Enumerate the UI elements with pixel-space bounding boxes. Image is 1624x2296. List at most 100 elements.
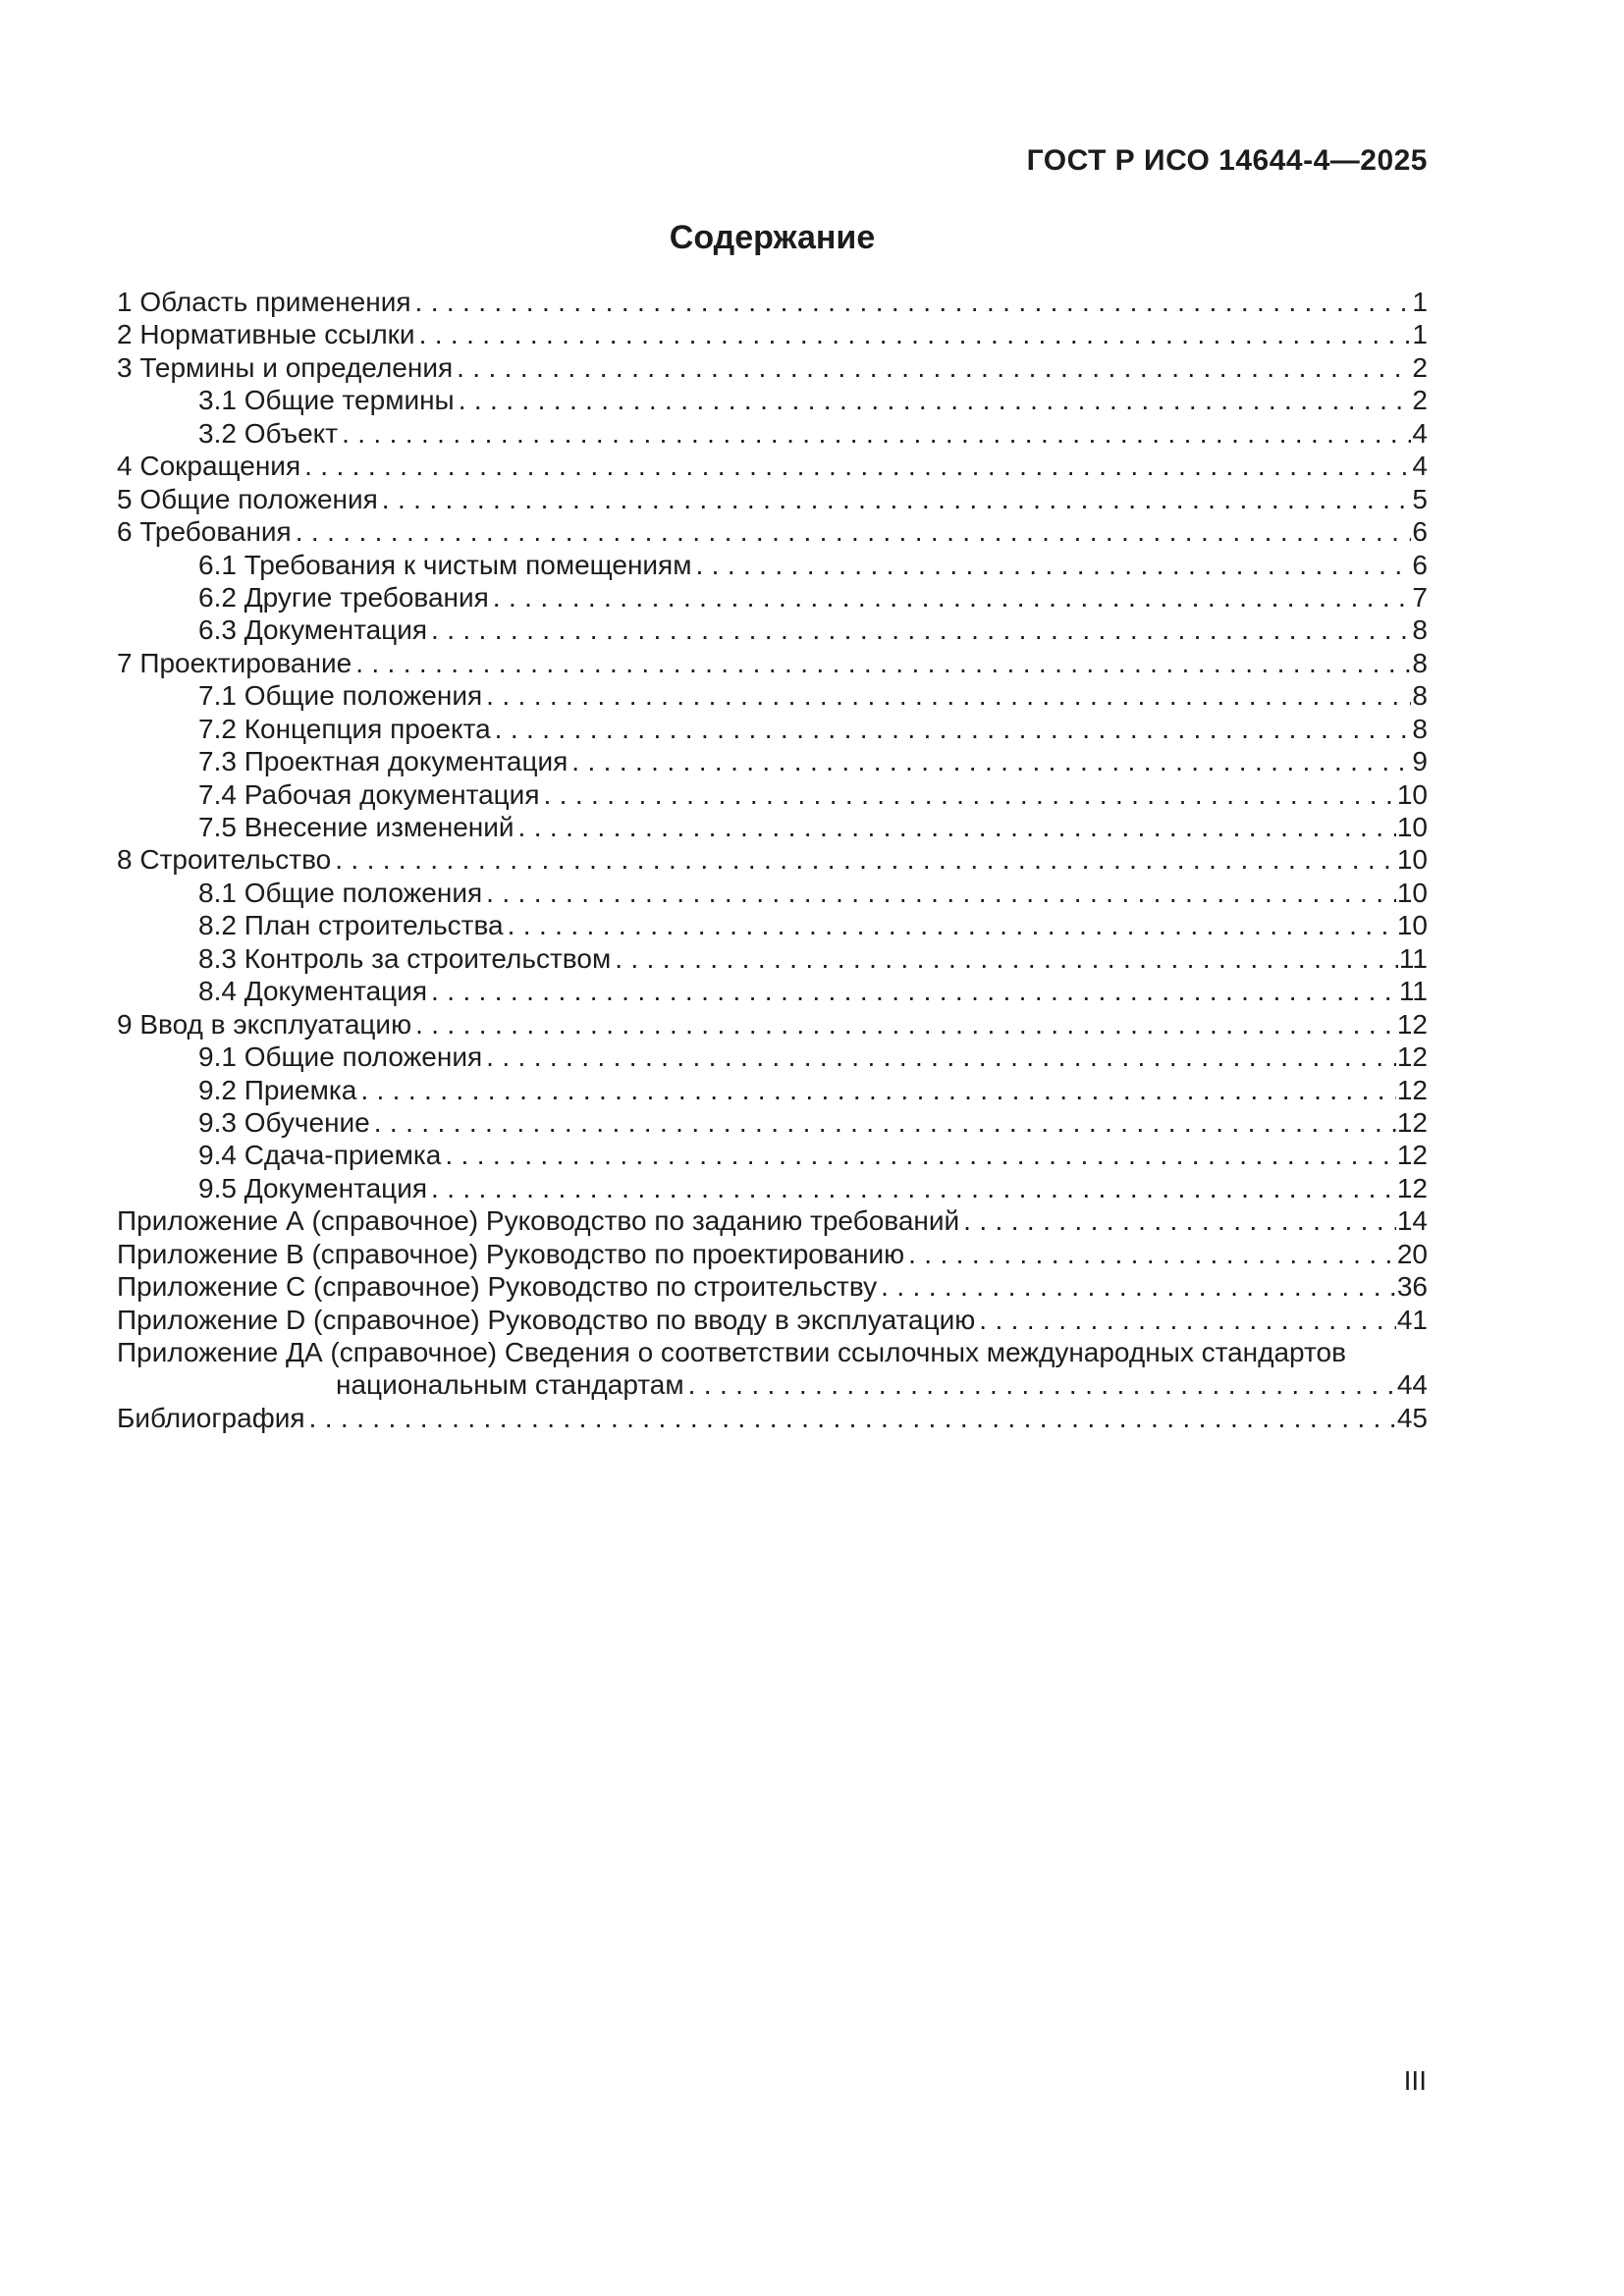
toc-entry: 3.1 Общие термины 2	[117, 384, 1428, 416]
toc-entry: 6.3 Документация 8	[117, 614, 1428, 646]
toc-leader-dots	[571, 745, 1411, 777]
toc-entry-page: 10	[1396, 877, 1428, 908]
toc-leader-dots	[979, 1304, 1396, 1336]
toc-leader-dots	[486, 679, 1411, 712]
toc-leader-dots	[304, 450, 1411, 482]
toc-entry: 1 Область применения 1	[117, 286, 1428, 318]
toc-leader-dots	[615, 942, 1398, 975]
toc-entry: национальным стандартам 44	[117, 1368, 1428, 1401]
toc-entry-page: 20	[1396, 1238, 1428, 1269]
toc-entry-label: 9.1 Общие положения	[198, 1041, 483, 1073]
toc-entry-page: 6	[1412, 549, 1428, 580]
toc-entry-page: 8	[1412, 647, 1428, 678]
toc-entry-page: 8	[1412, 614, 1428, 646]
toc-entry: 9.5 Документация 12	[117, 1172, 1428, 1204]
toc-entry-label: 7.5 Внесение изменений	[198, 812, 514, 842]
toc-entry: 7.2 Концепция проекта 8	[117, 713, 1428, 745]
toc-entry: 8.1 Общие положения 10	[117, 877, 1428, 909]
toc-entry-page: 12	[1396, 1106, 1428, 1138]
toc-entry-page: 45	[1396, 1402, 1428, 1433]
toc-leader-dots	[508, 909, 1396, 941]
toc-entry-label: 9.3 Обучение	[198, 1106, 370, 1138]
toc-entry-label: 9 Ввод в эксплуатацию	[117, 1008, 412, 1040]
toc-entry-page: 4	[1412, 417, 1428, 449]
toc-leader-dots	[543, 778, 1395, 811]
toc-entry-label: 4 Сокращения	[117, 451, 301, 482]
toc-leader-dots	[415, 286, 1412, 318]
toc-entry: 9 Ввод в эксплуатацию 12	[117, 1008, 1428, 1041]
toc-entry-page: 12	[1396, 1074, 1428, 1105]
toc-entry-page: 9	[1412, 746, 1428, 777]
toc-entry: Приложение В (справочное) Руководство по…	[117, 1238, 1428, 1270]
toc-entry-page: 10	[1396, 910, 1428, 941]
toc-entry-page: 10	[1396, 778, 1428, 810]
toc-entry-page: 10	[1396, 812, 1428, 842]
toc-entry-label: 8.4 Документация	[198, 976, 428, 1007]
toc-entry: Приложение D (справочное) Руководство по…	[117, 1304, 1428, 1336]
page-title: Содержание	[669, 219, 876, 256]
toc-leader-dots	[518, 811, 1396, 843]
toc-entry: 3 Термины и определения 2	[117, 351, 1428, 384]
toc-leader-dots	[335, 843, 1396, 876]
toc-entry-label: 6.3 Документация	[198, 614, 428, 646]
toc-entry: 6.2 Другие требования 7	[117, 581, 1428, 614]
toc-entry-label: Приложение D (справочное) Руководство по…	[117, 1304, 976, 1335]
toc-entry-page: 2	[1412, 385, 1428, 416]
toc-entry-page: 12	[1396, 1041, 1428, 1073]
toc-leader-dots	[495, 713, 1412, 745]
toc-entry-label: 3.2 Объект	[198, 417, 339, 449]
toc-entry: 7.5 Внесение изменений 10	[117, 811, 1428, 843]
toc-entry-label: 7.2 Концепция проекта	[198, 713, 491, 744]
toc-entry-page: 12	[1396, 1140, 1428, 1171]
toc-entry-label: Приложение С (справочное) Руководство по…	[117, 1271, 878, 1303]
toc-leader-dots	[415, 1008, 1396, 1041]
toc-entry-label: 8.2 План строительства	[198, 910, 504, 941]
toc-entry-page: 1	[1412, 287, 1428, 317]
toc-leader-dots	[457, 351, 1411, 384]
toc-entry-page: 12	[1396, 1008, 1428, 1040]
toc-entry-label: 7.3 Проектная документация	[198, 746, 568, 777]
toc-entry: Приложение С (справочное) Руководство по…	[117, 1270, 1428, 1303]
toc-leader-dots	[486, 1041, 1396, 1073]
toc-entry-label: 8.3 Контроль за строительством	[198, 942, 612, 974]
toc-entry: 8.4 Документация 11	[117, 975, 1428, 1007]
toc-entry-label: Библиография	[117, 1402, 305, 1433]
toc-entry-label: 6.2 Другие требования	[198, 581, 489, 613]
toc-leader-dots	[374, 1106, 1396, 1139]
toc-leader-dots	[445, 1139, 1396, 1171]
toc-entry-page: 11	[1398, 976, 1428, 1007]
toc-entry: 5 Общие положения 5	[117, 483, 1428, 515]
toc-leader-dots	[360, 1074, 1396, 1106]
toc-entry: 7 Проектирование 8	[117, 647, 1428, 679]
toc-leader-dots	[459, 384, 1412, 416]
toc-entry-page: 12	[1396, 1172, 1428, 1203]
toc-leader-dots	[908, 1238, 1396, 1270]
toc-leader-dots	[431, 975, 1398, 1007]
toc-entry-label: 3.1 Общие термины	[198, 385, 455, 416]
toc-entry-page: 41	[1396, 1304, 1428, 1335]
toc-entry: 4 Сокращения 4	[117, 450, 1428, 482]
toc-entry-label: национальным стандартам	[336, 1369, 684, 1401]
table-of-contents: 1 Область применения 1 2 Нормативные ссы…	[117, 286, 1428, 1434]
toc-entry: 8 Строительство 10	[117, 843, 1428, 876]
toc-entry-page: 1	[1412, 319, 1428, 350]
toc-entry: Приложение А (справочное) Руководство по…	[117, 1204, 1428, 1237]
toc-entry: 3.2 Объект 4	[117, 417, 1428, 450]
toc-entry-label: 9.2 Приемка	[198, 1074, 357, 1105]
toc-entry-label: Приложение ДА (справочное) Сведения о со…	[117, 1337, 1346, 1367]
toc-entry: 6 Требования 6	[117, 515, 1428, 548]
toc-leader-dots	[296, 515, 1412, 548]
toc-entry-label: 7.4 Рабочая документация	[198, 778, 540, 810]
toc-entry: Библиография 45	[117, 1402, 1428, 1434]
toc-leader-dots	[382, 483, 1412, 515]
toc-entry: 9.3 Обучение 12	[117, 1106, 1428, 1139]
toc-leader-dots	[881, 1270, 1396, 1303]
toc-entry: 8.3 Контроль за строительством 11	[117, 942, 1428, 975]
toc-entry-label: 6 Требования	[117, 516, 292, 548]
toc-entry-label: 3 Термины и определения	[117, 351, 454, 383]
toc-entry-label: 9.5 Документация	[198, 1172, 428, 1203]
toc-entry-label: Приложение В (справочное) Руководство по…	[117, 1238, 905, 1269]
toc-entry-label: Приложение А (справочное) Руководство по…	[117, 1205, 960, 1237]
toc-entry-label: 8 Строительство	[117, 844, 332, 876]
toc-leader-dots	[419, 318, 1412, 350]
